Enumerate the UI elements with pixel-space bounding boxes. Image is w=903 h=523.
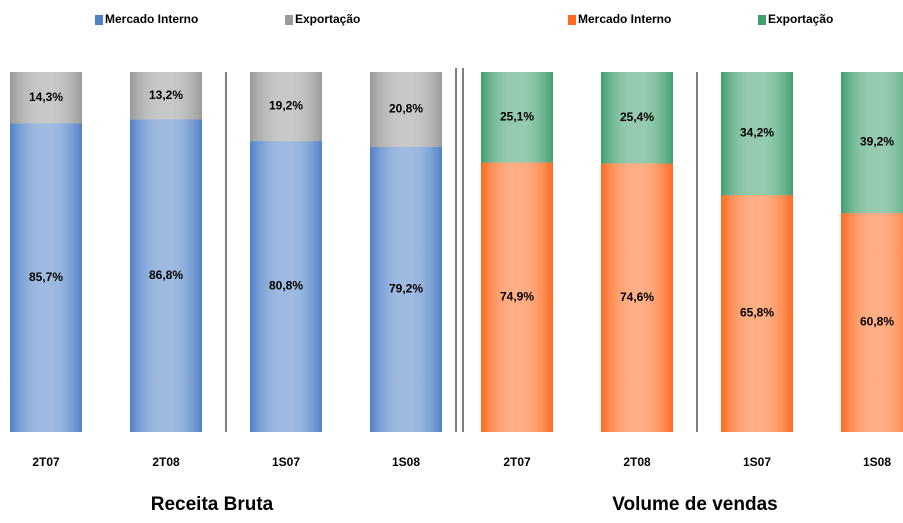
- value-label: 65,8%: [740, 306, 774, 320]
- legend-swatch: [568, 15, 576, 25]
- chart-title: Receita Bruta: [151, 494, 274, 515]
- bar: [250, 72, 322, 142]
- legend-swatch: [95, 15, 103, 25]
- value-label: 20,8%: [389, 102, 423, 116]
- value-label: 34,2%: [740, 126, 774, 140]
- value-label: 79,2%: [389, 282, 423, 296]
- x-tick-label: 2T07: [503, 455, 531, 469]
- value-label: 25,4%: [620, 110, 654, 124]
- x-tick-label: 1S07: [272, 455, 300, 469]
- x-tick-label: 2T08: [623, 455, 651, 469]
- legend-label: Mercado Interno: [105, 12, 198, 26]
- value-label: 13,2%: [149, 88, 183, 102]
- bar: [130, 119, 202, 433]
- value-label: 80,8%: [269, 279, 303, 293]
- x-tick-label: 2T07: [32, 455, 60, 469]
- legend-swatch: [758, 15, 766, 25]
- value-label: 74,6%: [620, 290, 654, 304]
- bar: [841, 72, 903, 214]
- legend-label: Exportação: [295, 12, 360, 26]
- value-label: 39,2%: [860, 135, 894, 149]
- bar: [721, 72, 793, 196]
- value-label: 86,8%: [149, 268, 183, 282]
- bar: [370, 146, 442, 432]
- value-label: 74,9%: [500, 289, 534, 303]
- chart-title: Volume de vendas: [612, 494, 777, 515]
- bar: [10, 123, 82, 432]
- bar: [250, 141, 322, 432]
- legend-label: Exportação: [768, 12, 833, 26]
- x-tick-label: 1S08: [863, 455, 891, 469]
- bar: [130, 72, 202, 120]
- bar: [601, 163, 673, 432]
- value-label: 60,8%: [860, 315, 894, 329]
- value-label: 14,3%: [29, 90, 63, 104]
- bar: [10, 72, 82, 124]
- x-tick-label: 1S08: [392, 455, 420, 469]
- value-label: 25,1%: [500, 109, 534, 123]
- value-label: 19,2%: [269, 99, 303, 113]
- bar: [481, 72, 553, 163]
- legend-label: Mercado Interno: [578, 12, 671, 26]
- x-tick-label: 1S07: [743, 455, 771, 469]
- bar: [721, 195, 793, 432]
- bar: [841, 213, 903, 432]
- bar: [481, 162, 553, 433]
- x-tick-label: 2T08: [152, 455, 180, 469]
- bar: [370, 72, 442, 147]
- legend-swatch: [285, 15, 293, 25]
- value-label: 85,7%: [29, 270, 63, 284]
- bar: [601, 72, 673, 164]
